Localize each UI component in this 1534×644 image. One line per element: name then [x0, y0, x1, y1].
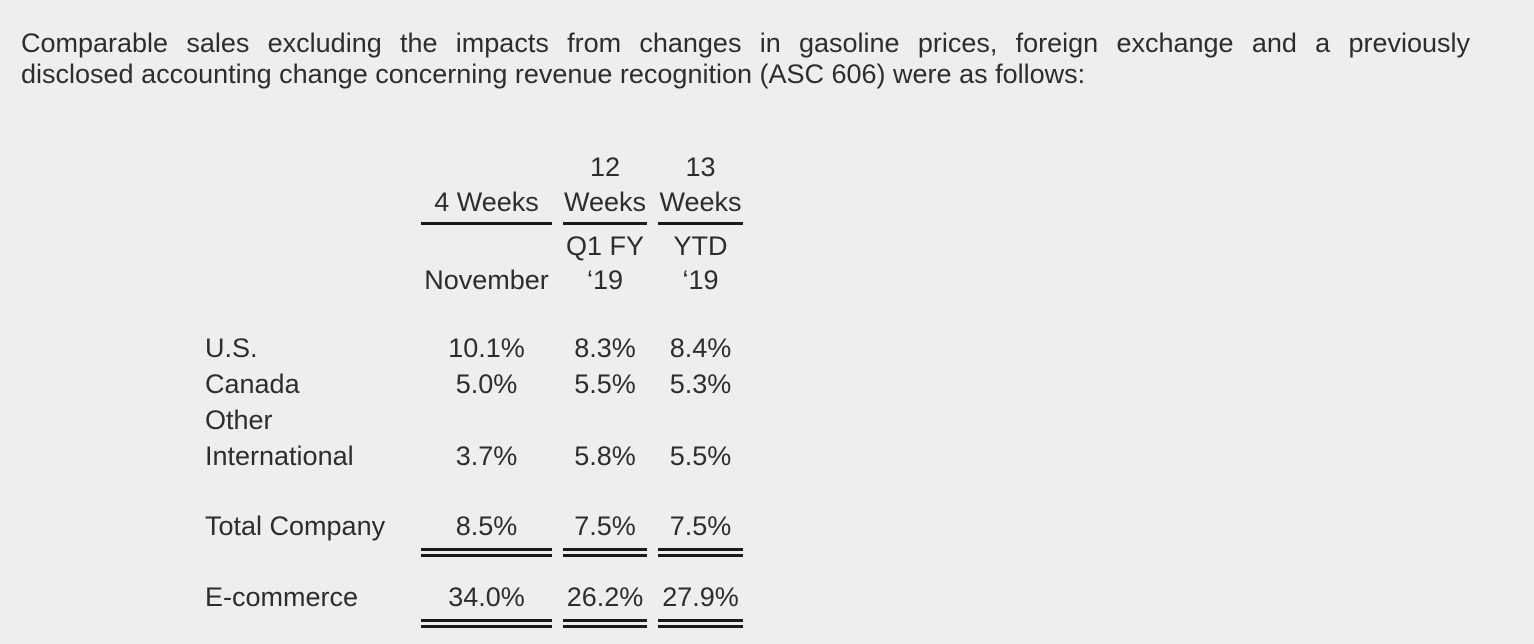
row-label: Total Company: [205, 511, 386, 541]
row-label: U.S.: [205, 333, 258, 363]
row-label: Canada: [205, 369, 300, 399]
col-subheader-ytd19: YTD ‘19: [658, 225, 743, 297]
intro-paragraph: Comparable sales excluding the impacts f…: [0, 0, 1534, 90]
cell-value: 3.7%: [455, 441, 518, 471]
cell-value-double-underlined: 7.5%: [658, 508, 743, 557]
col-header-top: 13: [685, 152, 716, 182]
table-row-us: U.S. 10.1% 8.3% 8.4%: [205, 330, 1534, 366]
table-body: U.S. 10.1% 8.3% 8.4% Canada 5.0% 5.5% 5.…: [205, 330, 1534, 628]
cell-value: 5.0%: [455, 369, 518, 399]
table-row-canada: Canada 5.0% 5.5% 5.3%: [205, 366, 1534, 402]
intro-line-1: Comparable sales excluding the impacts f…: [21, 28, 1470, 58]
row-label: E-commerce: [205, 582, 359, 612]
col-subheader-label: November: [424, 265, 549, 295]
col-header-12-weeks: 12 Weeks: [563, 150, 647, 225]
cell-value-double-underlined: 27.9%: [658, 579, 743, 628]
cell-value: 8.3%: [574, 333, 636, 363]
table-row-other-international: Other International 3.7% 5.8% 5.5%: [205, 402, 1534, 474]
col-header-4-weeks: 4 Weeks: [421, 185, 552, 225]
comparable-sales-table: 4 Weeks 12 Weeks 13 Weeks November Q1 FY…: [205, 150, 1534, 628]
cell-value-double-underlined: 8.5%: [421, 508, 552, 557]
col-header-label: Weeks: [659, 187, 742, 217]
col-header-label: 4 Weeks: [434, 187, 539, 217]
col-subheader-label: ‘19: [586, 265, 624, 295]
table-header-period-row: 4 Weeks 12 Weeks 13 Weeks: [205, 150, 1534, 225]
col-subheader-top: YTD: [673, 231, 728, 261]
cell-value-double-underlined: 7.5%: [563, 508, 647, 557]
col-header-13-weeks: 13 Weeks: [658, 150, 743, 225]
col-subheader-q1-fy19: Q1 FY ‘19: [563, 225, 647, 297]
col-subheader-november: November: [421, 259, 552, 297]
row-label: Other International: [205, 405, 354, 471]
col-header-label: Weeks: [563, 187, 647, 217]
cell-value: 5.5%: [574, 369, 636, 399]
table-row-ecommerce: E-commerce 34.0% 26.2% 27.9%: [205, 579, 1534, 628]
cell-value: 8.4%: [669, 333, 732, 363]
intro-line-2: disclosed accounting change concerning r…: [21, 59, 1086, 89]
cell-value-double-underlined: 34.0%: [421, 579, 552, 628]
cell-value: 5.8%: [574, 441, 636, 471]
col-subheader-label: ‘19: [682, 265, 719, 295]
cell-value: 10.1%: [448, 333, 525, 363]
table-header-subperiod-row: November Q1 FY ‘19 YTD ‘19: [205, 225, 1534, 297]
cell-value: 5.3%: [669, 369, 732, 399]
cell-value-double-underlined: 26.2%: [563, 579, 647, 628]
col-header-top: 12: [589, 152, 621, 182]
table-row-total-company: Total Company 8.5% 7.5% 7.5%: [205, 508, 1534, 557]
cell-value: 5.5%: [669, 441, 732, 471]
col-subheader-top: Q1 FY: [565, 231, 645, 261]
